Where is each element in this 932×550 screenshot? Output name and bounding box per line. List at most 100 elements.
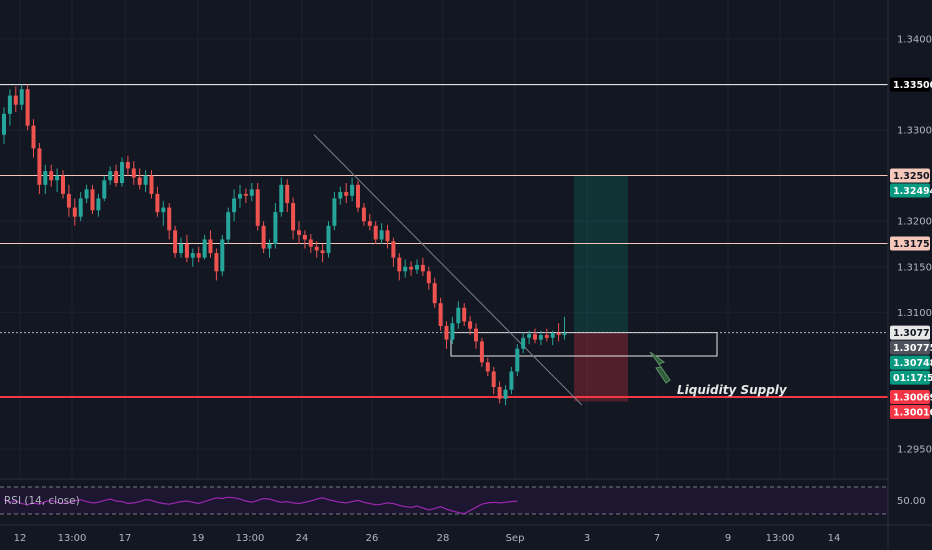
time-tick-label: 28 (437, 533, 450, 544)
candle-body (409, 266, 414, 270)
candle-body (249, 189, 254, 196)
candle-body (426, 271, 431, 284)
time-tick-label: 17 (119, 533, 132, 544)
price-label-text: 1.32503 (893, 171, 932, 182)
arrow-icon (649, 351, 671, 384)
time-tick-label: 24 (296, 533, 309, 544)
candle-body (320, 250, 325, 254)
time-tick-label: 19 (192, 533, 205, 544)
candle-body (137, 177, 142, 185)
candle-body (403, 266, 408, 272)
candle-body (373, 225, 378, 240)
price-label-badge (890, 370, 930, 385)
price-tick-label: 1.31500 (897, 262, 932, 273)
stop-zone (574, 332, 628, 402)
time-tick-label: 14 (828, 533, 841, 544)
candle-body (361, 207, 366, 222)
candle-body (208, 239, 213, 254)
candle-body (468, 321, 473, 329)
candle-body (350, 184, 355, 196)
annotation-layer: Liquidity Supply (649, 351, 788, 397)
price-label-badge (890, 168, 930, 183)
candle-body (84, 189, 89, 199)
candle-body (78, 198, 83, 217)
candle-body (273, 212, 278, 245)
candle-body (397, 257, 402, 272)
candle-body (420, 264, 425, 272)
trendline-layer (313, 134, 583, 406)
time-tick-label: Sep (506, 533, 525, 544)
candle-body (232, 198, 237, 213)
candle-body (462, 307, 467, 322)
time-tick-label: 13:00 (58, 533, 87, 544)
candle-body (2, 113, 6, 135)
candle-body (385, 230, 390, 242)
candle-body (55, 175, 60, 181)
rsi-pane: RSI (14, close) 50.00 (0, 486, 926, 515)
candle-body (19, 89, 24, 105)
time-tick-label: 13:00 (766, 533, 795, 544)
candle-body (102, 180, 107, 199)
time-tick-label: 12 (14, 533, 27, 544)
candle-body (108, 171, 113, 181)
candle-body (43, 171, 48, 185)
time-tick-label: 3 (584, 533, 590, 544)
price-tick-label: 1.32000 (897, 217, 932, 228)
candle-body (243, 193, 248, 196)
candle-body (238, 193, 242, 199)
price-labels: 1.33500 1.32503 1.32494 1.31755 1.30777 1.307… (890, 77, 932, 420)
candle-body (562, 333, 567, 336)
candle-body (96, 198, 101, 211)
candle-body (149, 175, 154, 194)
price-tick-label: 1.33000 (897, 126, 932, 137)
candle-body (527, 334, 532, 338)
candle-body (367, 221, 372, 226)
candle-body (285, 184, 290, 204)
candle-body (415, 264, 419, 270)
candle-body (509, 371, 514, 390)
candle-body (515, 348, 520, 372)
time-axis-ticks: 12 13:00 17 19 13:00 24 26 28 Sep 3 7 9 13:00 14 (14, 533, 841, 544)
price-label-text: 1.30775 (893, 343, 932, 354)
price-label-badge (890, 236, 930, 251)
candle-body (391, 241, 396, 258)
candle-body (474, 328, 478, 342)
candle-body (479, 341, 484, 363)
price-label-text: 1.30069 (893, 393, 932, 404)
candle-body (332, 198, 337, 226)
candle-body (279, 184, 284, 213)
price-label-badge (890, 355, 930, 370)
time-tick-label: 7 (654, 533, 660, 544)
candle-body (456, 307, 461, 324)
candle-body (267, 244, 272, 249)
price-label-text: 1.33500 (893, 80, 932, 91)
candles-layer (2, 84, 567, 406)
candle-body (261, 225, 266, 249)
candle-body (291, 203, 296, 231)
liquidity-supply-annotation: Liquidity Supply (677, 383, 788, 397)
candle-body (120, 162, 124, 184)
candle-body (167, 207, 172, 231)
price-label-badge (890, 183, 930, 198)
candle-body (90, 189, 95, 211)
candle-body (344, 192, 349, 196)
price-tick-label: 1.31000 (897, 308, 932, 319)
candle-body (550, 333, 555, 338)
candle-body (503, 389, 508, 399)
price-label-badge (890, 340, 930, 355)
candle-body (326, 225, 331, 254)
price-label-badge (890, 390, 930, 405)
candle-body (432, 283, 437, 304)
price-label-badge (890, 405, 930, 420)
rsi-background (0, 487, 888, 514)
price-label-text: 01:17:55 (893, 373, 932, 384)
candle-body (143, 175, 148, 185)
trendline (313, 134, 583, 406)
zones-layer (450, 175, 718, 402)
price-label-text: 1.30748 (893, 358, 932, 369)
candle-body (438, 303, 443, 326)
price-label-badge (890, 325, 930, 340)
